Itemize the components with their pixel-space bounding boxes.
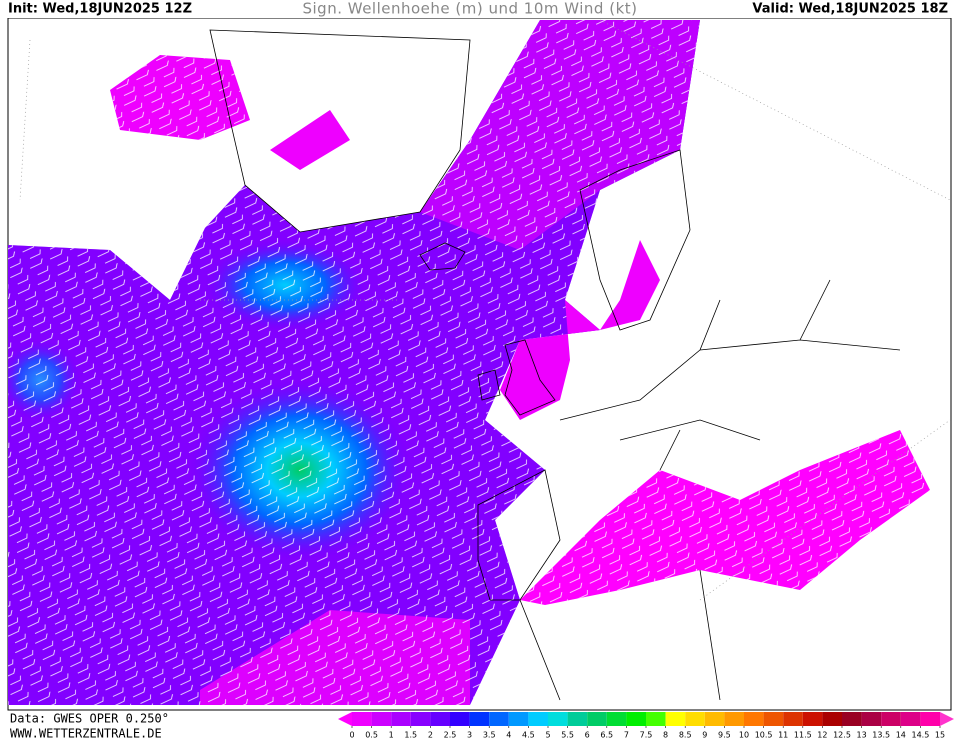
colorbar-swatch — [410, 712, 431, 726]
colorbar-swatch — [450, 712, 470, 726]
scandinavia — [579, 149, 691, 331]
greenland-coast-sea — [270, 110, 350, 170]
colorbar-swatch — [802, 712, 823, 726]
init-time: Init: Wed,18JUN2025 12Z — [8, 2, 192, 17]
colorbar-tick-label: 9.5 — [718, 731, 731, 740]
colorbar-tick-label: 1 — [389, 731, 394, 740]
colorbar-tick-label: 15 — [935, 731, 945, 740]
colorbar-tick-label: 12 — [817, 731, 827, 740]
colorbar-tick-label: 6.5 — [600, 731, 613, 740]
colorbar-tick-label: 5 — [545, 731, 550, 740]
colorbar-under — [338, 712, 352, 726]
colorbar-tick-label: 11 — [778, 731, 788, 740]
colorbar-tick-label: 0 — [349, 731, 354, 740]
colorbar-swatch — [861, 712, 882, 726]
graticule — [19, 19, 951, 601]
colorbar: 0 0.5 1 1.5 2 2.5 3 3.5 4 4.5 5 5.5 6 6.5 7 7.5 8 8.5 9 9.5… — [338, 712, 954, 740]
colorbar-swatch — [548, 712, 568, 726]
colorbar-swatch — [489, 712, 509, 726]
colorbar-tick-label: 7 — [624, 731, 629, 740]
colorbar-tick-label: 4.5 — [522, 731, 535, 740]
colorbar-tick-label: 13 — [857, 731, 867, 740]
colorbar-swatch — [587, 712, 607, 726]
greenland — [209, 29, 471, 233]
great-britain — [504, 339, 556, 416]
colorbar-swatch — [528, 712, 548, 726]
colorbar-tick-label: 14.5 — [911, 731, 929, 740]
iceland — [419, 242, 466, 271]
north-sea — [500, 300, 600, 420]
colorbar-tick-label: 9 — [702, 731, 707, 740]
colorbar-tick-label: 11.5 — [794, 731, 812, 740]
valid-time: Valid: Wed,18JUN2025 18Z — [752, 2, 948, 17]
colorbar-tick-label: 12.5 — [833, 731, 851, 740]
colorbar-swatch — [822, 712, 842, 726]
colorbar-swatch — [704, 712, 725, 726]
colorbar-tick-label: 2.5 — [444, 731, 457, 740]
colorbar-tick-label: 10 — [739, 731, 749, 740]
colorbar-swatch — [352, 712, 372, 726]
colorbar-swatch — [920, 712, 940, 726]
colorbar-tick-label: 14 — [896, 731, 906, 740]
colorbar-swatch — [508, 712, 529, 726]
colorbar-tick-label: 4 — [506, 731, 511, 740]
colorbar-swatch — [606, 712, 627, 726]
colorbar-swatch — [685, 712, 705, 726]
website: WWW.WETTERZENTRALE.DE — [10, 727, 162, 741]
colorbar-swatch — [371, 712, 392, 726]
colorbar-swatch — [900, 712, 921, 726]
colorbar-swatch — [646, 712, 666, 726]
colorbar-swatch — [626, 712, 646, 726]
colorbar-swatch — [881, 712, 901, 726]
colorbar-tick-label: 3.5 — [483, 731, 496, 740]
data-source: Data: GWES OPER 0.250° — [10, 712, 169, 726]
colorbar-swatch — [665, 712, 686, 726]
colorbar-swatch — [469, 712, 490, 726]
colorbar-swatch — [724, 712, 744, 726]
colorbar-tick-label: 0.5 — [365, 731, 378, 740]
colorbar-tick-label: 1.5 — [404, 731, 417, 740]
colorbar-swatch — [842, 712, 862, 726]
baltic — [600, 240, 660, 330]
colorbar-tick-label: 6 — [585, 731, 590, 740]
ireland — [477, 369, 501, 401]
colorbar-over — [940, 712, 954, 726]
colorbar-swatch — [567, 712, 588, 726]
colorbar-tick-label: 8.5 — [679, 731, 692, 740]
colorbar-swatch — [391, 712, 411, 726]
header-bar — [0, 0, 959, 18]
colorbar-tick-label: 7.5 — [640, 731, 653, 740]
borders — [519, 279, 901, 701]
colorbar-swatch — [430, 712, 450, 726]
colorbar-tick-label: 5.5 — [561, 731, 574, 740]
colorbar-swatch — [783, 712, 803, 726]
colorbar-tick-label: 8 — [663, 731, 668, 740]
colorbar-tick-label: 2 — [428, 731, 433, 740]
colorbar-swatch — [744, 712, 764, 726]
colorbar-tick-label: 3 — [467, 731, 472, 740]
colorbar-tick-label: 10.5 — [755, 731, 773, 740]
colorbar-tick-label: 13.5 — [872, 731, 890, 740]
colorbar-swatch — [763, 712, 784, 726]
map-title: Sign. Wellenhoehe (m) und 10m Wind (kt) — [302, 0, 637, 18]
